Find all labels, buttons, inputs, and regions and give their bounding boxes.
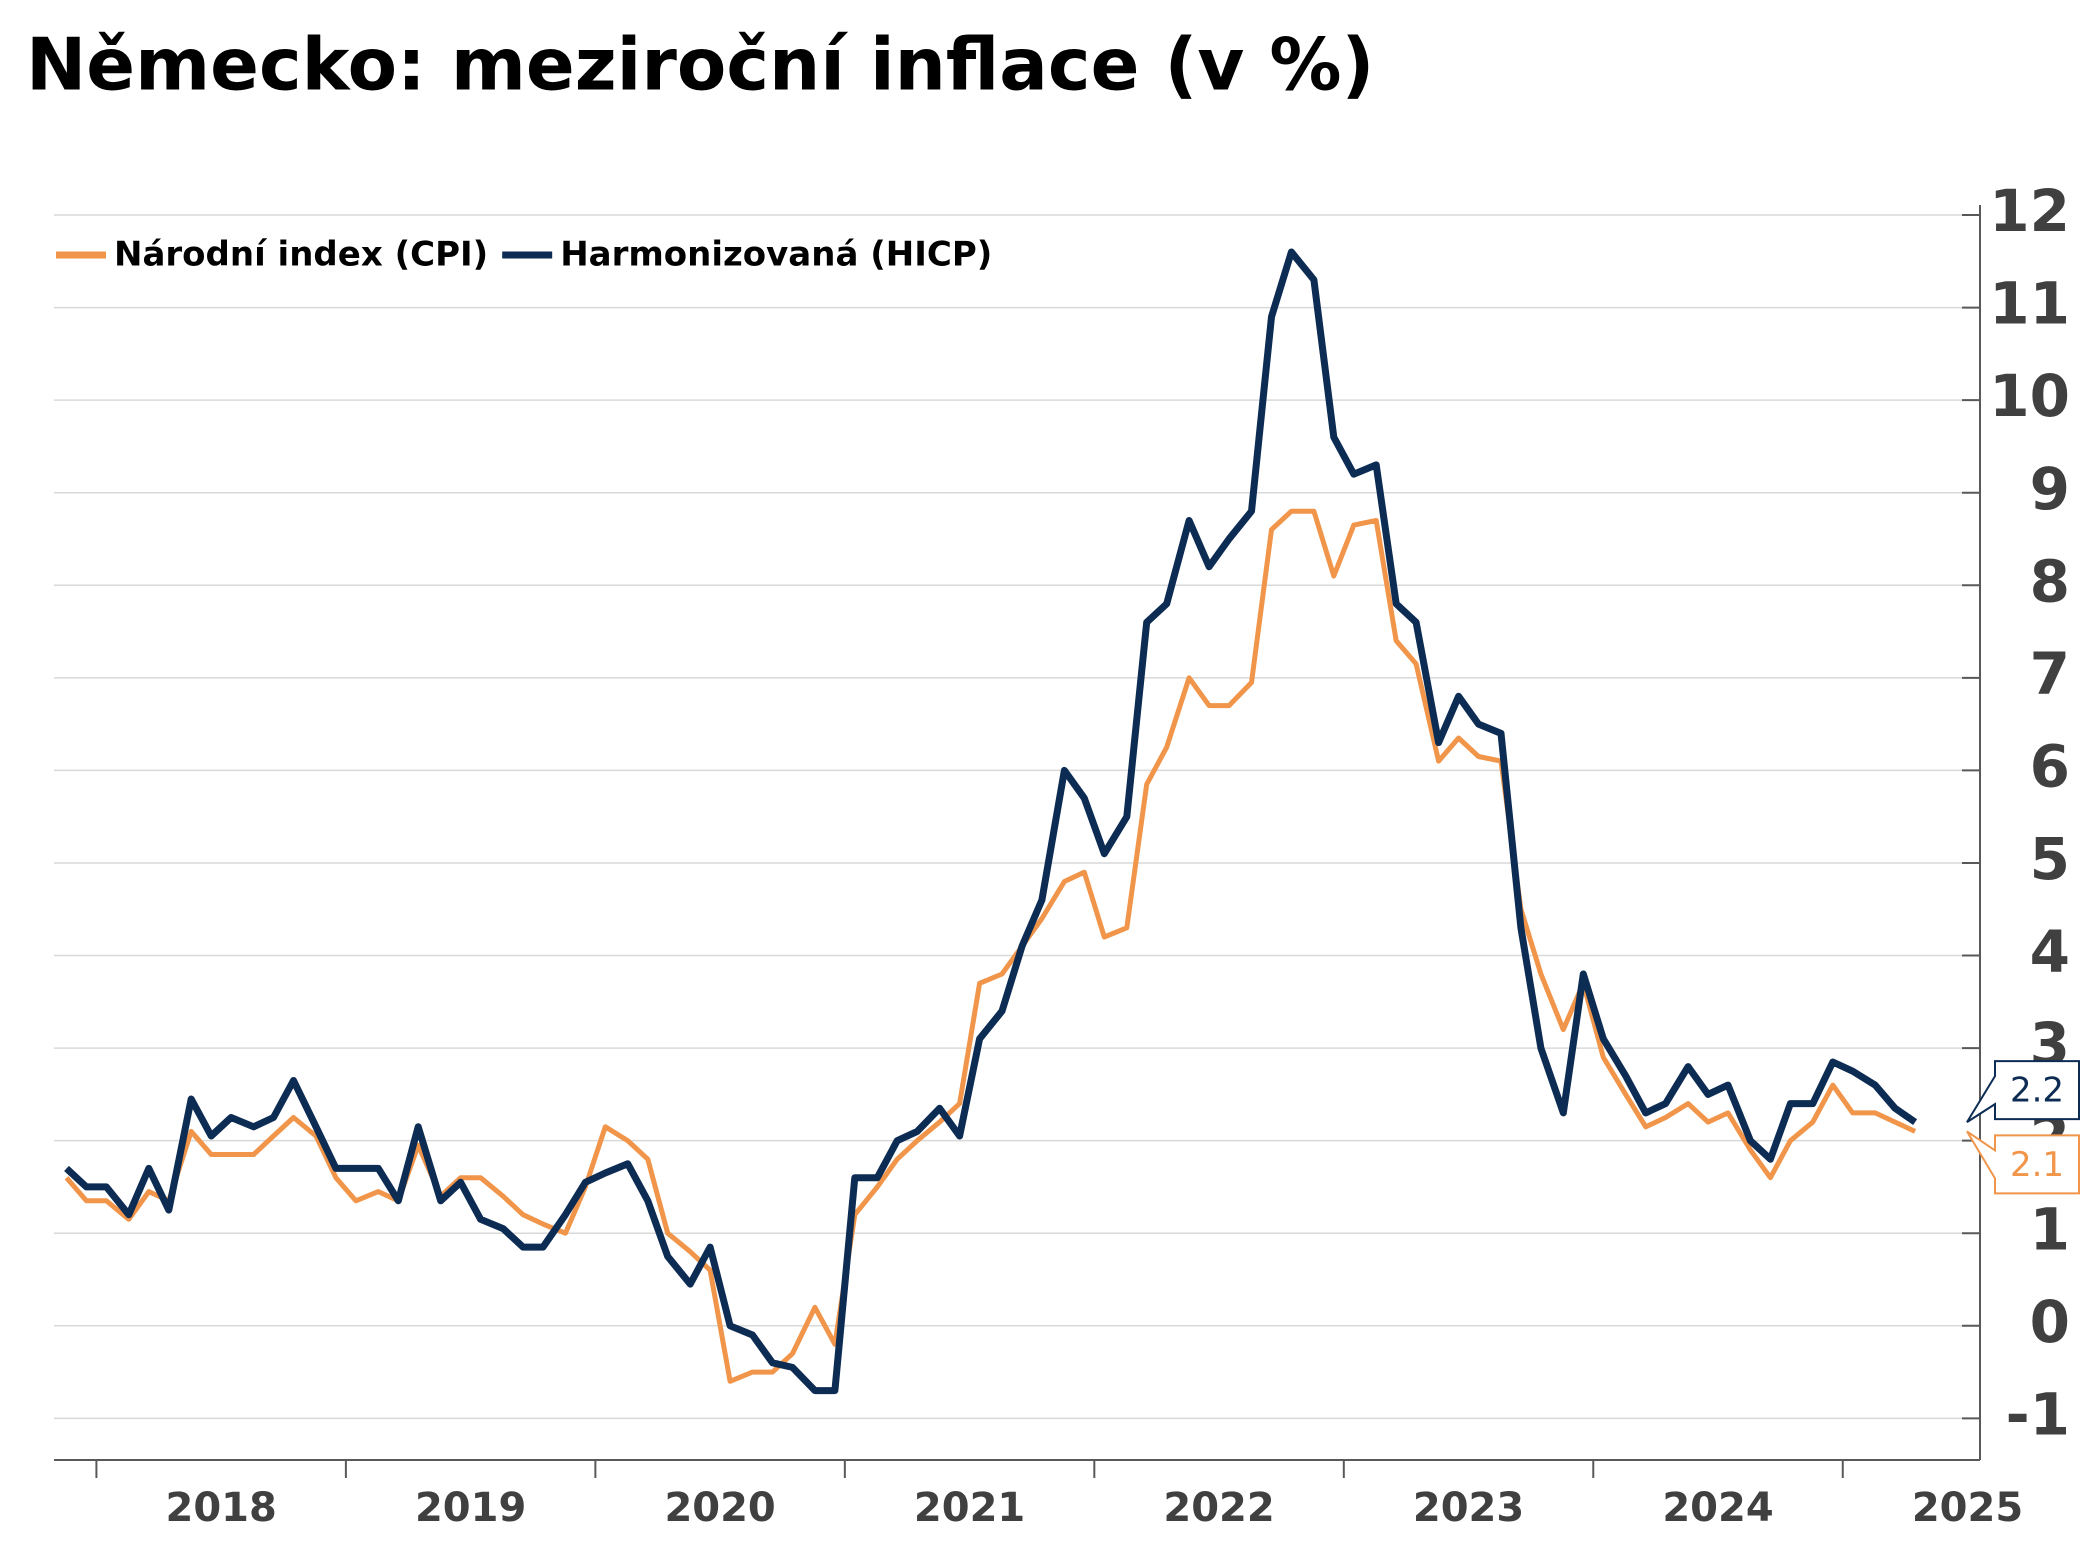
end-label-box [1966, 1060, 2080, 1123]
y-tick-label: -1 [2006, 1380, 2070, 1448]
y-tick-label: 5 [2030, 825, 2070, 893]
y-tick-label: 8 [2030, 547, 2070, 615]
end-label: 2.1 [1966, 1130, 2080, 1195]
end-label-text: 2.2 [2010, 1071, 2064, 1111]
y-tick-label: 9 [2030, 455, 2070, 523]
x-tick-label: 2020 [664, 1485, 775, 1531]
line-series [64, 508, 1917, 1384]
y-tick-label: 6 [2030, 732, 2070, 800]
x-tick-label: 2025 [1912, 1485, 2023, 1531]
x-tick-label: 2018 [165, 1485, 276, 1531]
x-tick-label: 2019 [415, 1485, 526, 1531]
y-tick-label: 11 [1989, 270, 2070, 338]
y-tick-label: 1 [2030, 1195, 2070, 1263]
x-tick-label: 2024 [1662, 1485, 1773, 1531]
x-tick-label: 2021 [914, 1485, 1025, 1531]
end-label: 2.2 [1966, 1060, 2080, 1123]
y-tick-label: 10 [1989, 362, 2070, 430]
y-tick-label: 4 [2030, 918, 2070, 986]
chart-title: Německo: meziroční inflace (v %) [26, 23, 1374, 107]
y-tick-label: 0 [2030, 1288, 2070, 1356]
legend-label: Harmonizovaná (HICP) [560, 235, 992, 275]
x-tick-label: 2022 [1163, 1485, 1274, 1531]
y-tick-label: 12 [1989, 177, 2070, 245]
end-label-box [1966, 1130, 2080, 1195]
end-label-text: 2.1 [2010, 1145, 2064, 1185]
legend-label: Národní index (CPI) [114, 235, 488, 275]
line-series [64, 248, 1918, 1395]
y-tick-label: 7 [2030, 640, 2070, 708]
x-tick-label: 2023 [1413, 1485, 1524, 1531]
